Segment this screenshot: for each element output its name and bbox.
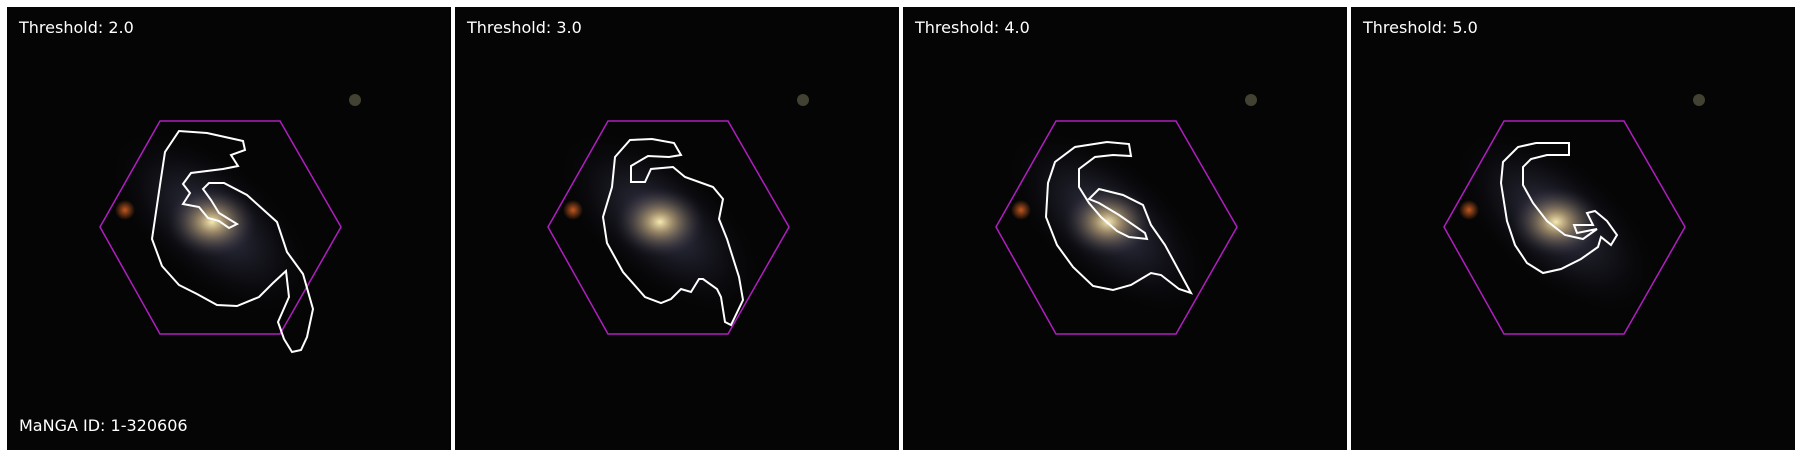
threshold-label: Threshold: 2.0	[19, 18, 134, 37]
mask-contour	[1044, 140, 1194, 295]
galaxy-image	[995, 94, 1257, 335]
red-knot	[115, 200, 135, 220]
background-star	[1693, 94, 1705, 106]
threshold-label: Threshold: 5.0	[1363, 18, 1478, 37]
threshold-label: Threshold: 3.0	[467, 18, 582, 37]
galaxy-image	[547, 94, 809, 335]
panel-threshold-4: Threshold: 4.0	[903, 7, 1347, 450]
mask-contour	[150, 129, 315, 354]
red-knot	[563, 200, 583, 220]
mask-contour	[601, 137, 745, 327]
hexagon-footprint	[99, 120, 342, 335]
galaxy-core	[1511, 187, 1601, 257]
galaxy-id-label: MaNGA ID: 1-320606	[19, 416, 188, 435]
galaxy-image	[99, 94, 361, 354]
background-star	[797, 94, 809, 106]
mask-contour	[1499, 142, 1619, 275]
panel-threshold-2: Threshold: 2.0 MaNGA ID: 1-320606	[7, 7, 451, 450]
hexagon-footprint	[1443, 120, 1686, 335]
galaxy-image	[1443, 94, 1705, 335]
panel-threshold-5: Threshold: 5.0	[1351, 7, 1795, 450]
threshold-label: Threshold: 4.0	[915, 18, 1030, 37]
red-knot	[1011, 200, 1031, 220]
background-star	[1245, 94, 1257, 106]
hexagon-footprint	[547, 120, 790, 335]
panel-threshold-3: Threshold: 3.0	[455, 7, 899, 450]
galaxy-core	[615, 187, 705, 257]
hexagon-footprint	[995, 120, 1238, 335]
red-knot	[1459, 200, 1479, 220]
background-star	[349, 94, 361, 106]
galaxy-core	[167, 187, 257, 257]
